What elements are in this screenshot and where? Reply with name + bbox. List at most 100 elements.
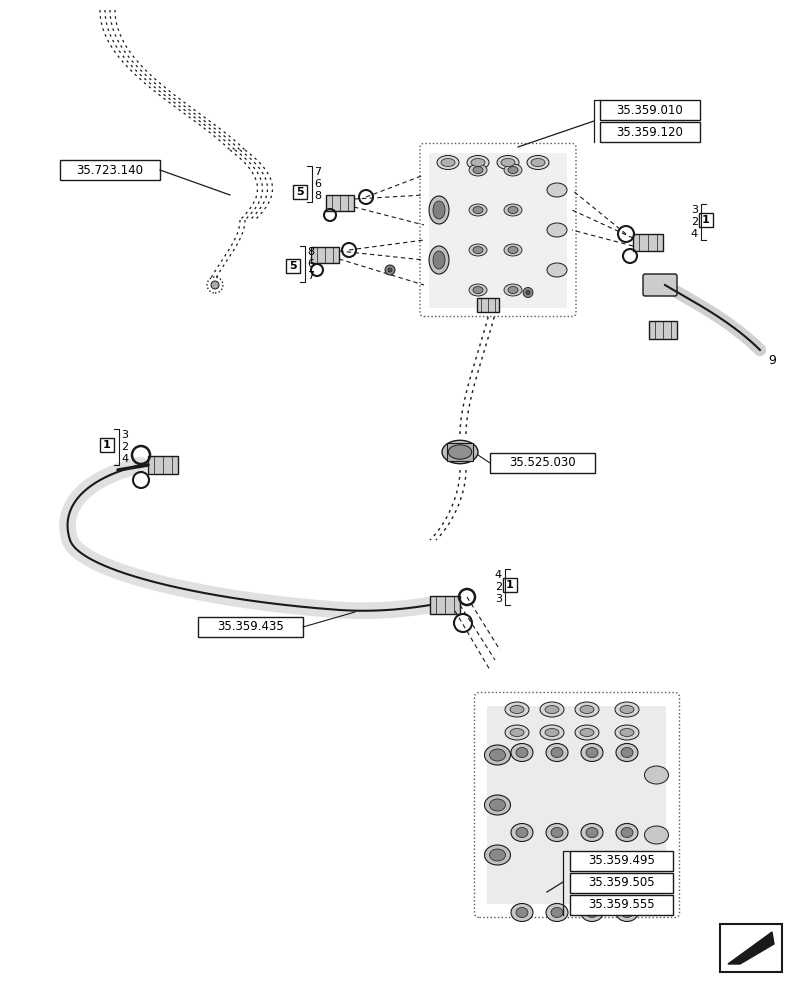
Ellipse shape	[620, 747, 633, 758]
Ellipse shape	[545, 903, 568, 921]
Circle shape	[522, 288, 532, 298]
Bar	[60, 160, 160, 180]
Text: 6: 6	[314, 179, 320, 189]
Polygon shape	[727, 932, 773, 964]
Ellipse shape	[579, 728, 594, 736]
Bar	[293, 185, 307, 199]
Ellipse shape	[466, 156, 488, 170]
Circle shape	[211, 281, 219, 289]
Ellipse shape	[432, 201, 444, 219]
Ellipse shape	[473, 286, 483, 294]
Ellipse shape	[509, 706, 523, 713]
Ellipse shape	[616, 743, 637, 762]
Ellipse shape	[510, 823, 532, 841]
Bar	[569, 895, 672, 915]
Bar	[428, 152, 566, 308]
Text: 35.359.555: 35.359.555	[587, 898, 654, 911]
Ellipse shape	[432, 251, 444, 269]
FancyBboxPatch shape	[642, 274, 676, 296]
Ellipse shape	[530, 159, 544, 167]
Bar	[430, 596, 460, 614]
Text: 1: 1	[702, 215, 709, 225]
Ellipse shape	[614, 725, 638, 740]
Ellipse shape	[515, 907, 527, 917]
Ellipse shape	[547, 223, 566, 237]
Bar	[476, 298, 499, 312]
Ellipse shape	[545, 743, 568, 762]
Ellipse shape	[574, 702, 599, 717]
Bar	[569, 851, 672, 871]
Text: 2: 2	[121, 442, 128, 452]
Ellipse shape	[440, 159, 454, 167]
Text: 7: 7	[307, 271, 314, 281]
Ellipse shape	[469, 164, 487, 176]
Text: 4: 4	[121, 454, 128, 464]
Ellipse shape	[504, 204, 521, 216]
Ellipse shape	[547, 263, 566, 277]
Text: 6: 6	[307, 259, 314, 269]
Ellipse shape	[544, 706, 558, 713]
Ellipse shape	[508, 246, 517, 253]
Ellipse shape	[620, 728, 633, 736]
Ellipse shape	[515, 827, 527, 837]
Ellipse shape	[620, 827, 633, 837]
Ellipse shape	[504, 725, 528, 740]
Text: 1: 1	[103, 440, 111, 450]
Ellipse shape	[574, 725, 599, 740]
Bar	[148, 456, 178, 474]
Ellipse shape	[509, 728, 523, 736]
Ellipse shape	[496, 156, 518, 170]
Text: 35.359.435: 35.359.435	[217, 620, 284, 634]
Ellipse shape	[526, 156, 548, 170]
Ellipse shape	[547, 183, 566, 197]
Text: 35.359.495: 35.359.495	[587, 854, 654, 867]
Bar	[599, 100, 699, 120]
Text: 8: 8	[314, 191, 320, 201]
Ellipse shape	[504, 702, 528, 717]
Text: 5: 5	[289, 261, 297, 271]
Ellipse shape	[473, 207, 483, 214]
Ellipse shape	[551, 747, 562, 758]
Text: 3: 3	[495, 594, 501, 604]
Ellipse shape	[441, 440, 478, 464]
Text: 35.359.120: 35.359.120	[616, 126, 683, 139]
Text: 35.359.010: 35.359.010	[616, 104, 683, 117]
Bar	[489, 453, 594, 473]
Ellipse shape	[616, 823, 637, 841]
Text: 2: 2	[494, 582, 501, 592]
Ellipse shape	[473, 246, 483, 253]
Bar	[447, 443, 472, 461]
Ellipse shape	[484, 745, 510, 765]
Bar	[311, 247, 338, 263]
Bar	[599, 122, 699, 142]
Ellipse shape	[489, 749, 505, 761]
Ellipse shape	[469, 204, 487, 216]
Ellipse shape	[504, 244, 521, 256]
FancyBboxPatch shape	[474, 692, 679, 917]
Text: 35.525.030: 35.525.030	[508, 456, 575, 470]
Ellipse shape	[484, 795, 510, 815]
Ellipse shape	[510, 743, 532, 762]
Bar	[100, 438, 114, 452]
Ellipse shape	[428, 196, 448, 224]
Ellipse shape	[473, 167, 483, 174]
Ellipse shape	[489, 799, 505, 811]
Ellipse shape	[620, 907, 633, 917]
Text: 5: 5	[296, 187, 303, 197]
Bar	[325, 195, 354, 211]
Circle shape	[526, 290, 530, 294]
Text: 3: 3	[690, 205, 697, 215]
Ellipse shape	[539, 725, 564, 740]
Ellipse shape	[500, 159, 514, 167]
Bar	[198, 617, 303, 637]
Ellipse shape	[515, 747, 527, 758]
Ellipse shape	[551, 827, 562, 837]
Ellipse shape	[586, 747, 597, 758]
Text: 4: 4	[690, 229, 697, 239]
Ellipse shape	[469, 244, 487, 256]
Bar	[502, 578, 517, 592]
Ellipse shape	[581, 743, 603, 762]
Ellipse shape	[579, 706, 594, 713]
Bar	[698, 213, 712, 227]
Ellipse shape	[581, 823, 603, 841]
